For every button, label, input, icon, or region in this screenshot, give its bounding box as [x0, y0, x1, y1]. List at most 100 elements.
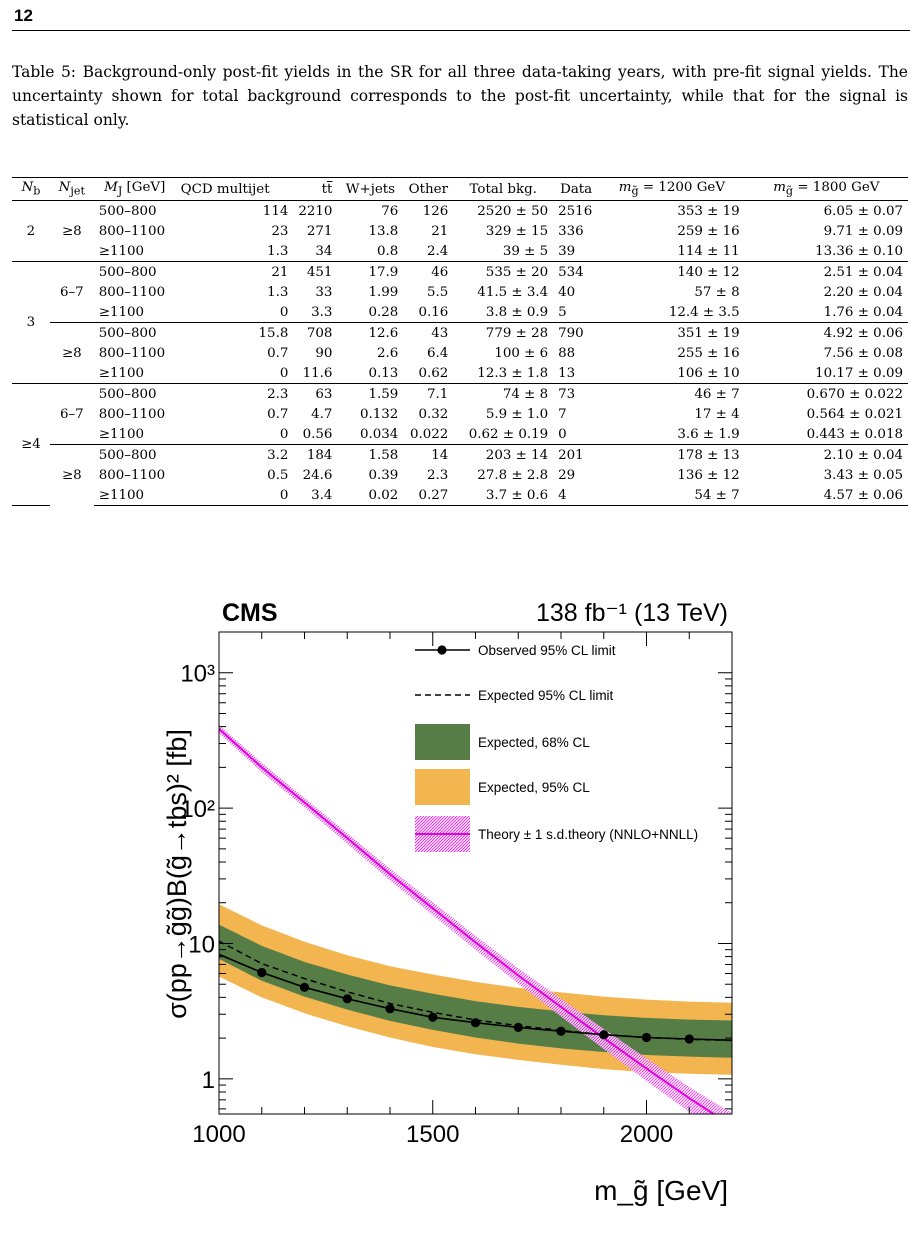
table-header-row: Nb Njet MJ [GeV] QCD multijet tt W+jets …	[12, 177, 908, 201]
cell-wjets: 0.034	[359, 426, 399, 442]
cell-total: 779 ± 28	[453, 322, 554, 343]
cell-other: 0.32	[418, 406, 449, 422]
cell-qcd: 0	[279, 304, 289, 320]
x-tick-label: 2000	[620, 1121, 673, 1148]
table-row: ≥1100 0 0.56 0.034 0.022 0.62 ± 0.19 0 3.6 ± 1.…	[12, 424, 908, 445]
observed-point	[470, 1018, 481, 1028]
legend-95-swatch	[415, 769, 470, 805]
cell-sig1200: 114 ± 11	[677, 243, 740, 259]
cell-mj: 800–1100	[98, 406, 166, 422]
cell-mj: 800–1100	[98, 223, 166, 239]
cell-sig1800: 4.57 ± 0.06	[744, 485, 908, 506]
cell-ttbar: 2210	[298, 203, 333, 219]
cell-other: 7.1	[403, 383, 454, 404]
page-number: 12	[14, 6, 33, 25]
cell-other: 0.16	[418, 304, 449, 320]
cell-qcd: 0	[279, 426, 289, 442]
cell-data: 534	[553, 261, 600, 282]
col-header-mj: MJ [GeV]	[93, 177, 176, 201]
cell-wjets: 13.8	[368, 223, 399, 239]
cell-mj: ≥1100	[93, 485, 176, 506]
cell-ttbar: 3.3	[311, 304, 333, 320]
cell-sig1200: 353 ± 19	[677, 203, 740, 219]
cell-ttbar: 451	[293, 261, 338, 282]
cell-sig1800: 0.564 ± 0.021	[806, 406, 903, 422]
table-row: 800–1100 0.5 24.6 0.39 2.3 27.8 ± 2.8 29 136 ± …	[12, 465, 908, 485]
col-header-ttbar: tt	[293, 177, 338, 201]
cell-mj: 800–1100	[98, 284, 166, 300]
legend: Observed 95% CL limit Expected 95% CL lim…	[415, 643, 698, 852]
cell-nb: 3	[12, 261, 50, 384]
cell-sig1800: 4.92 ± 0.06	[744, 322, 908, 343]
col-header-qcd: QCD multijet	[175, 177, 294, 201]
cell-ttbar: 11.6	[302, 365, 333, 381]
cell-other: 6.4	[427, 345, 449, 361]
cell-nb: ≥4	[12, 383, 50, 506]
cell-sig1200: 106 ± 10	[677, 365, 740, 381]
cell-data: 88	[558, 345, 576, 361]
cell-ttbar: 708	[293, 322, 338, 343]
cell-njet: ≥8	[49, 322, 94, 384]
table-row: ≥8 500–800 15.8 708 12.6 43 779 ± 28 790 351 ± 1…	[12, 322, 908, 384]
cell-qcd: 0	[175, 485, 294, 506]
table-row: ≥1100 1.3 34 0.8 2.4 39 ± 5 39 114 ± 11 13.36 ± …	[12, 241, 908, 262]
col-header-wjets: W+jets	[337, 177, 404, 201]
cell-qcd: 15.8	[175, 322, 294, 343]
cell-other: 0.022	[409, 426, 449, 442]
header-rule	[12, 30, 910, 31]
observed-point	[385, 1004, 395, 1014]
cell-total: 74 ± 8	[453, 383, 554, 404]
cell-total: 5.9 ± 1.0	[485, 406, 549, 422]
cell-data: 2516	[558, 203, 593, 219]
cell-sig1800: 1.76 ± 0.04	[823, 304, 903, 320]
y-tick-label: 10²	[180, 796, 215, 823]
observed-point	[299, 982, 310, 992]
cell-qcd: 0	[279, 365, 289, 381]
cms-label: CMS	[222, 599, 278, 627]
cell-ttbar: 24.6	[302, 467, 333, 483]
col-header-sig1800: mg̃ = 1800 GeV	[744, 177, 908, 201]
cell-qcd: 3.2	[175, 444, 294, 465]
observed-point	[641, 1032, 652, 1043]
cell-wjets: 17.9	[337, 261, 404, 282]
y-axis-label: σ(pp→g̃g̃)B(g̃→tbs)² [fb]	[162, 729, 192, 1019]
table-row: 800–1100 23 271 13.8 21 329 ± 15 336 259 ± 16 9.…	[12, 221, 908, 241]
cell-total: 3.7 ± 0.6	[453, 485, 554, 506]
cell-data: 40	[558, 284, 576, 300]
cell-mj: 500–800	[93, 322, 176, 343]
cell-qcd: 1.3	[267, 243, 289, 259]
cell-mj: 500–800	[93, 444, 176, 465]
cell-sig1200: 17 ± 4	[694, 406, 740, 422]
cell-qcd: 21	[175, 261, 294, 282]
observed-point	[257, 967, 267, 978]
cell-qcd: 0.5	[267, 467, 289, 483]
theory-band	[219, 724, 732, 1114]
cell-sig1200: 12.4 ± 3.5	[668, 304, 740, 320]
table-row: ≥4 6–7 500–800 2.3 63 1.59 7.1 74 ± 8 73 46 ± 7 0.…	[12, 383, 908, 506]
legend-label: Expected 95% CL limit	[478, 688, 614, 703]
observed-point	[428, 1012, 438, 1022]
cell-ttbar: 63	[293, 383, 338, 404]
cell-sig1200: 136 ± 12	[677, 467, 740, 483]
cell-data: 73	[553, 383, 600, 404]
x-tick-label: 1000	[192, 1121, 245, 1148]
cell-qcd: 0.7	[267, 406, 289, 422]
table-row: ≥1100 0 11.6 0.13 0.62 12.3 ± 1.8 13 106 ± 10 10…	[12, 363, 908, 384]
plot-area	[219, 724, 732, 1114]
cell-mj: 800–1100	[98, 345, 166, 361]
table-row: 3 6–7 500–800 21 451 17.9 46 535 ± 20 534 140 ± 1…	[12, 261, 908, 384]
cell-wjets: 1.59	[337, 383, 404, 404]
cell-ttbar: 184	[293, 444, 338, 465]
cell-other: 126	[422, 203, 449, 219]
observed-point	[556, 1026, 566, 1036]
cell-wjets: 1.58	[337, 444, 404, 465]
cell-sig1800: 10.17 ± 0.09	[815, 365, 903, 381]
cell-mj: ≥1100	[98, 426, 145, 442]
cell-ttbar: 4.7	[311, 406, 333, 422]
axes: 1000 1500 2000 1 10 10² 10³	[180, 631, 733, 1148]
expected-68-band	[219, 924, 732, 1058]
cell-mj: 500–800	[93, 261, 176, 282]
cell-mj: ≥1100	[98, 304, 145, 320]
cell-total: 203 ± 14	[453, 444, 554, 465]
cell-other: 5.5	[427, 284, 449, 300]
